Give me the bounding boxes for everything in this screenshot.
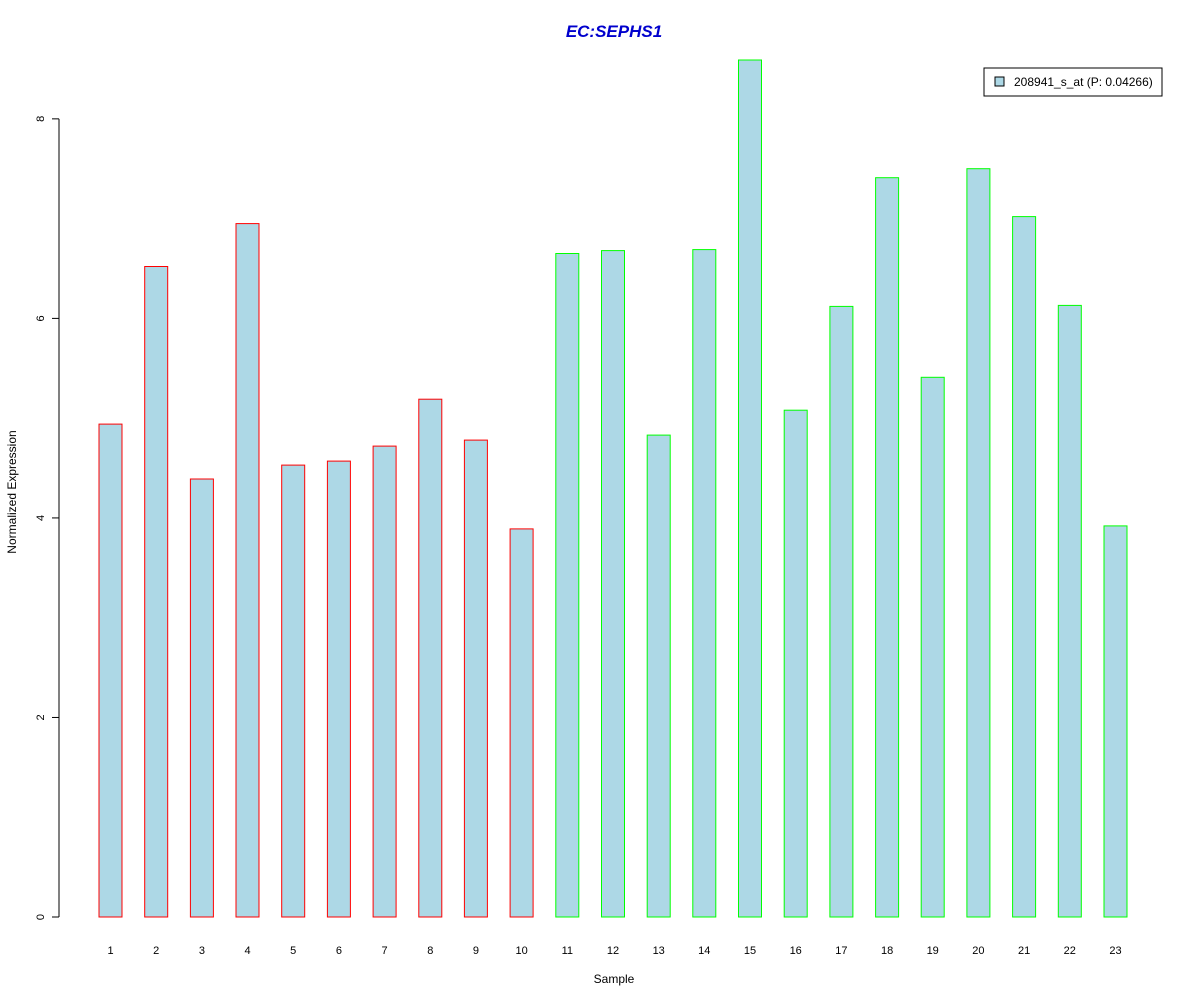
bar-sample-22 xyxy=(1057,304,1082,918)
y-axis-label: Normalized Expression xyxy=(5,430,19,553)
bar-sample-9 xyxy=(463,439,488,918)
bar-sample-11 xyxy=(555,253,580,918)
bar-sample-21 xyxy=(1012,216,1037,918)
bar-sample-6 xyxy=(326,460,351,918)
x-tick-label: 19 xyxy=(927,945,939,957)
x-tick-label: 9 xyxy=(473,945,479,957)
bar-sample-1 xyxy=(98,423,123,918)
x-tick-label: 2 xyxy=(153,945,159,957)
bar-sample-2 xyxy=(144,266,169,918)
x-tick-label: 21 xyxy=(1018,945,1030,957)
bar-sample-14 xyxy=(692,249,717,918)
x-tick-label: 14 xyxy=(698,945,710,957)
x-tick-label: 12 xyxy=(607,945,619,957)
bar-sample-16 xyxy=(783,409,808,918)
x-tick-label: 1 xyxy=(107,945,113,957)
x-tick-label: 16 xyxy=(790,945,802,957)
x-tick-label: 3 xyxy=(199,945,205,957)
x-tick-label: 18 xyxy=(881,945,893,957)
bar-sample-19 xyxy=(920,376,945,918)
x-tick-label: 15 xyxy=(744,945,756,957)
legend-label: 208941_s_at (P: 0.04266) xyxy=(1014,75,1153,89)
bar-sample-13 xyxy=(646,434,671,918)
y-tick-label: 8 xyxy=(35,116,47,122)
bar-sample-8 xyxy=(418,398,443,918)
bar-sample-7 xyxy=(372,445,397,918)
y-tick-label: 0 xyxy=(35,914,47,920)
x-tick-label: 23 xyxy=(1109,945,1121,957)
y-axis: 0 2 4 6 8 xyxy=(35,116,60,920)
bar-sample-17 xyxy=(829,305,854,918)
bar-sample-4 xyxy=(235,223,260,918)
bar-sample-5 xyxy=(281,464,306,918)
x-tick-label: 4 xyxy=(244,945,250,957)
x-tick-label: 20 xyxy=(972,945,984,957)
x-tick-label: 11 xyxy=(562,945,573,957)
x-axis-label: Sample xyxy=(594,972,635,986)
bars xyxy=(98,59,1128,918)
bar-sample-10 xyxy=(509,528,534,918)
y-tick-label: 4 xyxy=(35,515,47,521)
x-tick-label: 22 xyxy=(1064,945,1076,957)
bar-sample-12 xyxy=(601,250,625,918)
legend-swatch xyxy=(994,76,1005,87)
x-tick-label: 8 xyxy=(427,945,433,957)
chart-title: EC:SEPHS1 xyxy=(566,22,662,41)
x-tick-label: 7 xyxy=(382,945,388,957)
legend: 208941_s_at (P: 0.04266) xyxy=(983,67,1163,97)
bar-sample-18 xyxy=(875,177,900,918)
bar-sample-15 xyxy=(738,59,762,918)
x-tick-label: 13 xyxy=(653,945,665,957)
legend-box xyxy=(983,67,1163,97)
bar-sample-20 xyxy=(966,168,991,918)
x-tick-labels: 1 2 3 4 5 6 7 8 9 10 11 12 13 14 15 16 17 18 19 20 21 22 23 xyxy=(107,945,1121,957)
x-tick-label: 17 xyxy=(835,945,847,957)
y-tick-label: 6 xyxy=(35,315,47,321)
x-tick-label: 5 xyxy=(290,945,296,957)
x-tick-label: 10 xyxy=(515,945,527,957)
bar-sample-23 xyxy=(1103,525,1128,918)
y-tick-label: 2 xyxy=(35,714,47,720)
bar-sample-3 xyxy=(189,478,214,918)
x-tick-label: 6 xyxy=(336,945,342,957)
